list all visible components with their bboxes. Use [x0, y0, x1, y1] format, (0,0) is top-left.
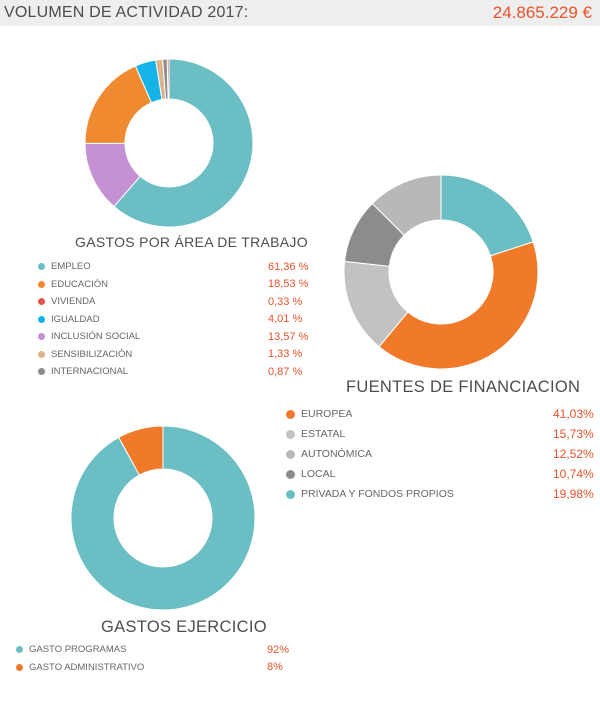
legend-item-inclusion-social: INCLUSIÓN SOCIAL 13,57 %	[38, 328, 308, 346]
header-bar: VOLUMEN DE ACTIVIDAD 2017: 24.865.229 €	[0, 0, 600, 26]
legend-label: INCLUSIÓN SOCIAL	[51, 331, 141, 343]
slice-vivienda	[166, 58, 170, 100]
legend-funding: EUROPEA 41,03% ESTATAL 15,73% AUTONÓMICA 12,5…	[286, 404, 596, 504]
legend-areas: EMPLEO 61,36 % EDUCACIÓN 18,53 % VIVIENDA 0,3…	[38, 258, 308, 381]
legend-label: AUTONÓMICA	[301, 448, 372, 460]
legend-swatch	[286, 469, 295, 479]
legend-value: 41,03%	[553, 407, 594, 421]
legend-swatch	[38, 263, 45, 271]
legend-value: 8%	[267, 661, 283, 674]
legend-swatch	[38, 298, 45, 306]
legend-label: EMPLEO	[51, 261, 91, 273]
legend-value: 10,74%	[553, 467, 594, 481]
legend-label: VIVIENDA	[51, 296, 96, 308]
legend-swatch	[286, 489, 295, 499]
legend-label: EUROPEA	[301, 408, 353, 420]
slice-gasto-programas	[70, 425, 256, 611]
donut-chart-areas	[84, 58, 254, 228]
legend-item-local: LOCAL 10,74%	[286, 464, 596, 484]
legend-value: 13,57 %	[268, 330, 309, 343]
legend-label: PRIVADA Y FONDOS PROPIOS	[301, 488, 454, 500]
legend-value: 0,33 %	[268, 295, 303, 308]
legend-item-vivienda: VIVIENDA 0,33 %	[38, 293, 308, 311]
legend-item-privada-y-fondos-propios: PRIVADA Y FONDOS PROPIOS 19,98%	[286, 484, 596, 504]
legend-value: 18,53 %	[268, 278, 309, 291]
legend-item-autonomica: AUTONÓMICA 12,52%	[286, 444, 596, 464]
legend-label: GASTO PROGRAMAS	[29, 644, 127, 656]
legend-label: IGUALDAD	[51, 313, 100, 325]
legend-swatch	[38, 333, 45, 341]
legend-value: 61,36 %	[268, 260, 309, 273]
donut-chart-expenses	[70, 425, 256, 611]
legend-label: INTERNACIONAL	[51, 366, 129, 378]
legend-label: EDUCACIÓN	[51, 278, 109, 290]
legend-label: GASTO ADMINISTRATIVO	[29, 661, 145, 673]
legend-expenses: GASTO PROGRAMAS 92% GASTO ADMINISTRATIVO 8%	[16, 641, 316, 676]
slice-privada-y-fondos-propios	[440, 174, 534, 257]
chart-title-areas: GASTOS POR ÁREA DE TRABAJO	[75, 234, 308, 250]
legend-swatch	[38, 315, 45, 323]
chart-title-expenses: GASTOS EJERCICIO	[101, 618, 267, 636]
header-total: 24.865.229 €	[492, 3, 592, 22]
donut-chart-funding	[343, 174, 539, 370]
slice-autonomica	[371, 174, 442, 236]
header-title: VOLUMEN DE ACTIVIDAD 2017:	[4, 4, 249, 21]
legend-swatch	[16, 663, 23, 671]
legend-item-estatal: ESTATAL 15,73%	[286, 424, 596, 444]
legend-value: 19,98%	[553, 487, 594, 501]
legend-item-empleo: EMPLEO 61,36 %	[38, 258, 308, 276]
legend-item-gasto-programas: GASTO PROGRAMAS 92%	[16, 641, 316, 659]
legend-value: 15,73%	[553, 427, 594, 441]
legend-item-educacion: EDUCACIÓN 18,53 %	[38, 276, 308, 294]
chart-title-funding: FUENTES DE FINANCIACION	[346, 378, 581, 396]
legend-value: 1,33 %	[268, 348, 303, 361]
legend-swatch	[286, 449, 295, 459]
legend-label: LOCAL	[301, 468, 336, 480]
slice-europea	[378, 241, 539, 370]
legend-swatch	[38, 350, 45, 358]
legend-swatch	[38, 368, 45, 376]
legend-swatch	[286, 429, 295, 439]
legend-item-internacional: INTERNACIONAL 0,87 %	[38, 363, 308, 381]
legend-value: 12,52%	[553, 447, 594, 461]
legend-swatch	[38, 280, 45, 288]
legend-value: 4,01 %	[268, 313, 303, 326]
legend-item-gasto-administrativo: GASTO ADMINISTRATIVO 8%	[16, 659, 316, 677]
legend-label: SENSIBILIZACIÓN	[51, 348, 133, 360]
legend-item-europea: EUROPEA 41,03%	[286, 404, 596, 424]
legend-value: 92%	[267, 643, 290, 656]
legend-item-sensibilizacion: SENSIBILIZACIÓN 1,33 %	[38, 346, 308, 364]
legend-swatch	[286, 409, 295, 419]
slice-gasto-administrativo	[117, 425, 164, 476]
legend-swatch	[16, 646, 23, 654]
slice-empleo	[113, 58, 254, 228]
legend-item-igualdad: IGUALDAD 4,01 %	[38, 311, 308, 329]
legend-value: 0,87 %	[268, 365, 303, 378]
legend-label: ESTATAL	[301, 428, 346, 440]
